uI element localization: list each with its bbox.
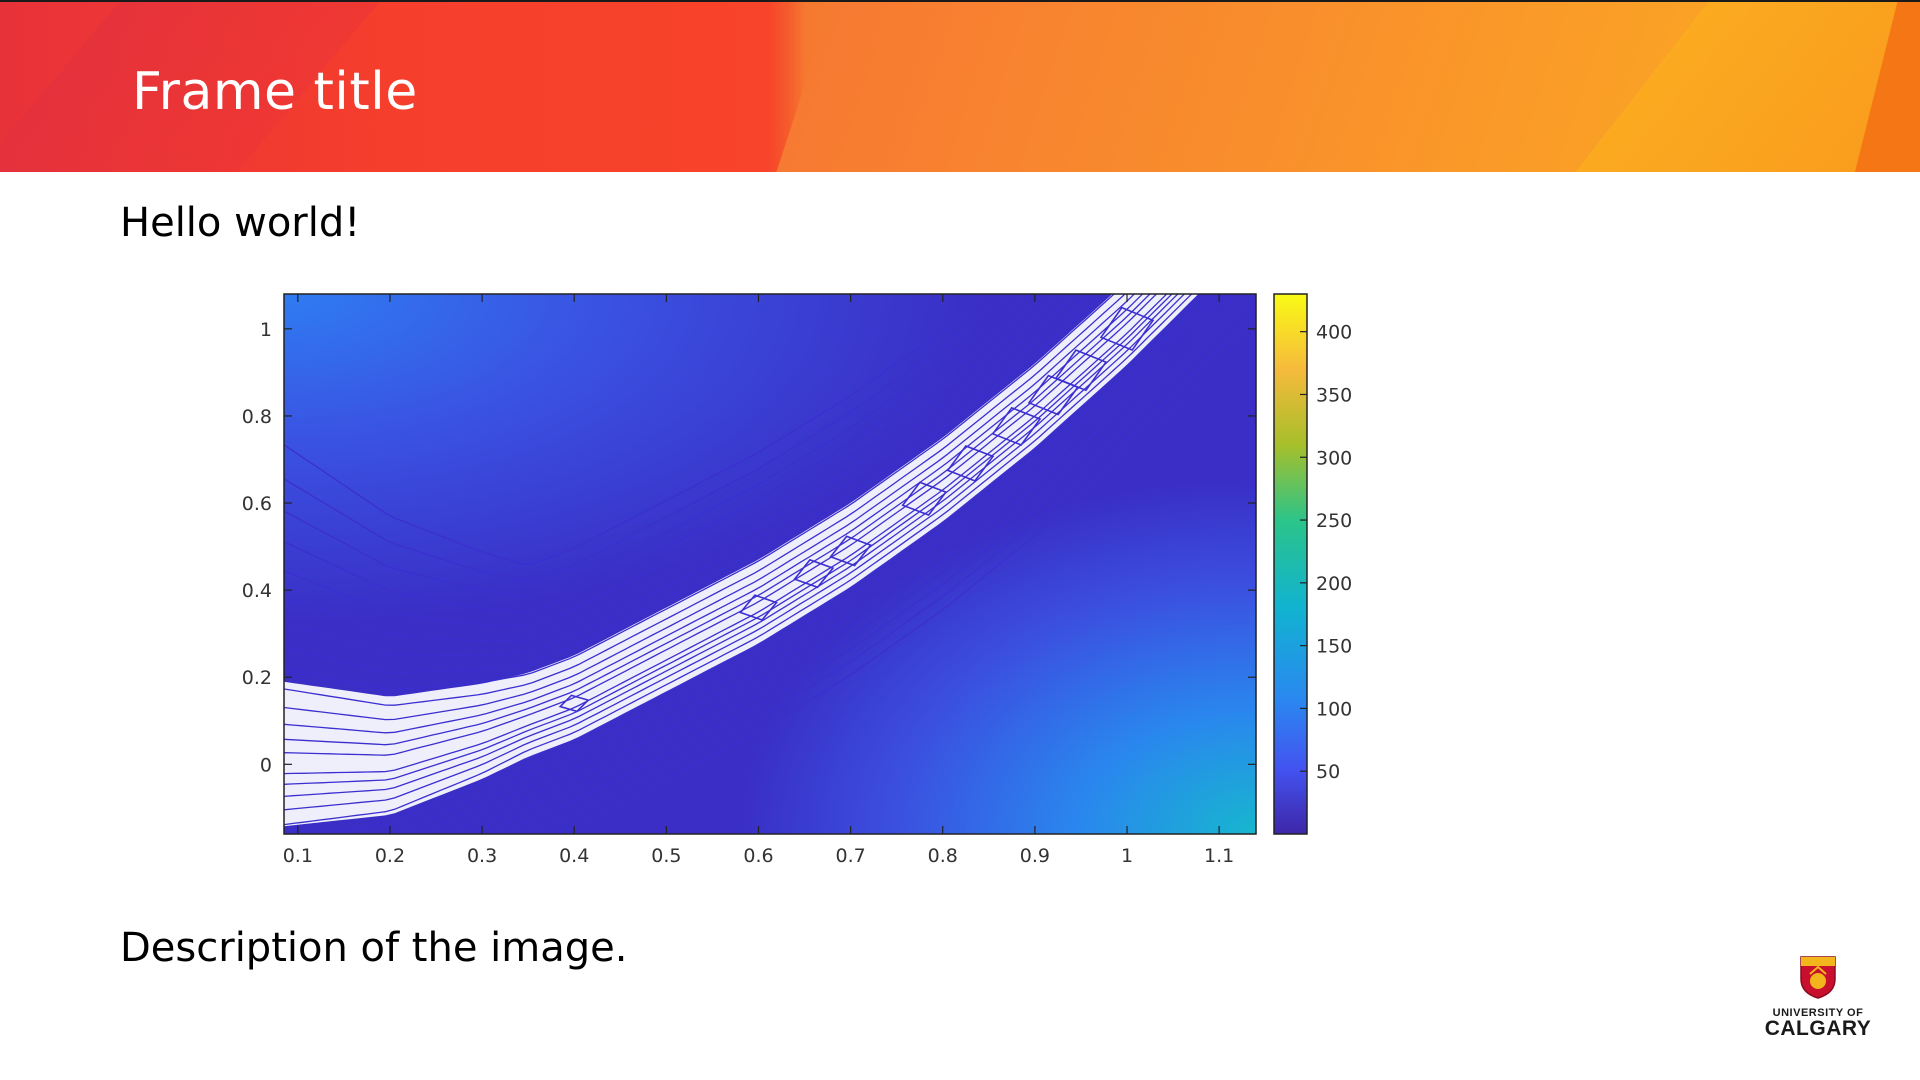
x-tick-label: 1.1 <box>1204 845 1234 867</box>
logo-line-1: UNIVERSITY OF <box>1772 1007 1864 1019</box>
contour-line <box>284 294 990 565</box>
contour-line <box>555 326 1252 834</box>
y-tick-label: 0.8 <box>242 406 272 428</box>
colorbar-tick-label: 350 <box>1316 384 1352 406</box>
contour-loop <box>901 481 948 516</box>
x-tick-label: 0.7 <box>836 845 866 867</box>
x-tick-label: 0.6 <box>743 845 773 867</box>
body-text: Hello world! <box>120 200 361 246</box>
contour-loop <box>739 594 778 621</box>
colorbar-tick-label: 300 <box>1316 447 1352 469</box>
plot-area <box>284 294 1256 834</box>
y-tick-label: 1 <box>260 319 272 341</box>
contour-loop <box>1099 306 1155 352</box>
colorbar-tick-label: 250 <box>1316 510 1352 532</box>
contour-loop <box>829 535 872 567</box>
contour-line <box>284 294 1151 746</box>
colorbar-tick-label: 200 <box>1316 573 1352 595</box>
contour-line <box>284 294 1047 613</box>
contour-line <box>395 294 1210 834</box>
y-tick-label: 0.6 <box>242 493 272 515</box>
contour-line <box>284 294 1126 706</box>
colorbar-tick-label: 150 <box>1316 636 1352 658</box>
contour-line <box>284 294 1168 775</box>
contour-line <box>284 294 1179 798</box>
header-banner: Frame title <box>0 0 1920 172</box>
contour-line <box>284 294 1116 691</box>
contour-line <box>471 294 1238 834</box>
crest-icon <box>1800 956 1836 999</box>
contour-line <box>448 294 1228 834</box>
contour-plot: 0.1 0.2 0.3 0.4 0.5 0.6 0.7 0.8 0.9 1 1.1 00.20.40… <box>242 293 1352 867</box>
x-tick-label: 0.4 <box>559 845 589 867</box>
plot-frame <box>283 293 1257 835</box>
contour-line <box>284 294 1136 721</box>
x-axis: 0.1 0.2 0.3 0.4 0.5 0.6 0.7 0.8 0.9 1 1.1 <box>283 294 1234 867</box>
contour-line <box>322 294 1201 834</box>
x-tick-label: 1 <box>1121 845 1133 867</box>
colorbar-tick-label: 100 <box>1316 698 1352 720</box>
logo-line-2: CALGARY <box>1764 1017 1872 1040</box>
colorbar-tick-label: 400 <box>1316 322 1352 344</box>
contour-line <box>284 294 1091 657</box>
colorbar-tick-label: 50 <box>1316 761 1340 783</box>
contour-line <box>284 294 1144 734</box>
y-tick-label: 0.4 <box>242 580 272 602</box>
y-axis: 0 0.2 0.4 0.6 0.8 1 <box>242 319 1256 776</box>
contour-line <box>423 294 1219 834</box>
x-tick-label: 0.3 <box>467 845 497 867</box>
colorbar <box>1273 293 1308 835</box>
y-tick-label: 0 <box>260 754 272 776</box>
contour-line <box>491 294 1249 834</box>
contour-lines <box>284 294 1252 834</box>
contour-loop <box>793 558 835 589</box>
contour-line <box>284 294 1077 642</box>
image-caption: Description of the image. <box>120 925 628 971</box>
x-tick-label: 0.5 <box>651 845 681 867</box>
contour-line <box>284 294 1010 582</box>
y-tick-label: 0.2 <box>242 667 272 689</box>
contour-loop <box>558 694 590 713</box>
contour-line <box>284 294 1173 785</box>
contour-loop <box>946 444 995 482</box>
contour-loop <box>991 406 1042 446</box>
contour-line <box>508 300 1252 834</box>
contour-loop <box>1054 349 1108 392</box>
x-tick-label: 0.9 <box>1020 845 1050 867</box>
colorbar-ticks: 50 100 150 200 250 300 350 400 <box>1300 322 1352 783</box>
contour-line <box>284 294 1030 598</box>
x-tick-label: 0.1 <box>283 845 313 867</box>
university-logo: UNIVERSITY OF CALGARY <box>1758 955 1878 1039</box>
contour-line <box>284 294 1063 628</box>
contour-line <box>284 294 1193 826</box>
frame-title: Frame title <box>132 62 418 122</box>
contour-line <box>284 294 1104 674</box>
contour-line <box>524 313 1252 834</box>
x-tick-label: 0.2 <box>375 845 405 867</box>
x-tick-label: 0.8 <box>928 845 958 867</box>
